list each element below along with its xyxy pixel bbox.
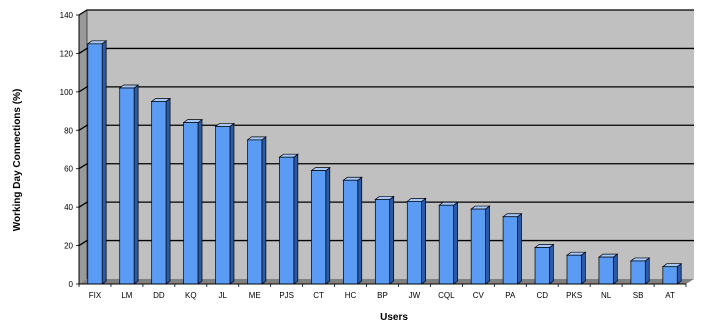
bar [374, 195, 395, 285]
y-tick-labels: 0 20 40 60 80 100 120 140 [60, 11, 74, 289]
y-tick-label: 40 [64, 203, 73, 212]
bar [246, 136, 267, 285]
bar-side [101, 40, 107, 285]
bar-side [165, 97, 171, 285]
bar-side [197, 118, 203, 285]
bar-front [502, 216, 518, 285]
bar-front [534, 247, 550, 285]
bar [629, 257, 651, 285]
bar [470, 205, 491, 285]
bar [342, 176, 363, 285]
bar [86, 40, 108, 285]
x-tick-label: CD [536, 291, 548, 300]
x-tick-label: SB [633, 291, 644, 300]
bar-side [517, 213, 522, 285]
bar-front [183, 122, 199, 285]
bar-side [676, 263, 682, 285]
bar-side [421, 197, 426, 285]
bar [533, 243, 555, 285]
bar-side [612, 253, 618, 285]
bar-side [229, 122, 235, 285]
bar-side [389, 195, 395, 285]
x-tick-label: PJS [279, 291, 294, 300]
x-tick-label: CQL [438, 291, 455, 300]
bar-side [549, 243, 554, 285]
gridlines [78, 9, 694, 279]
bar-front [566, 254, 582, 285]
bar-front [215, 126, 231, 285]
bar-front [279, 156, 295, 285]
x-tick-label: DD [153, 291, 165, 300]
bar-front [343, 179, 359, 285]
x-axis-title: Users [380, 312, 408, 323]
bar-side [581, 251, 586, 285]
bar-side [357, 176, 363, 285]
x-tick-label: JL [219, 291, 228, 300]
x-tick-label: LM [121, 291, 132, 300]
y-tick-label: 120 [60, 49, 74, 58]
bar-front [151, 101, 167, 285]
bar-front [247, 139, 263, 285]
y-tick-label: 60 [64, 165, 73, 174]
bar [278, 153, 299, 285]
y-tick-label: 0 [69, 280, 74, 289]
x-tick-labels: FIX LM DD KQ JL ME PJS CT HC BP JW CQL CV PA CD PKS NL SB… [89, 291, 675, 300]
x-tick-label: PA [505, 291, 516, 300]
x-tick-label: KQ [185, 291, 197, 300]
y-tick-label: 100 [60, 88, 74, 97]
y-axis-title: Working Day Connections (%) [12, 89, 23, 232]
bar [406, 197, 427, 285]
bar-side [325, 166, 331, 285]
y-tick-label: 140 [60, 11, 74, 20]
bar-front [87, 43, 103, 285]
bar [661, 263, 683, 285]
bar-front [119, 87, 135, 285]
bar-side [485, 205, 490, 285]
x-tick-label: AT [665, 291, 675, 300]
x-tick-label: CT [313, 291, 324, 300]
bar [118, 84, 140, 285]
bar [438, 201, 459, 285]
x-tick-label: HC [345, 291, 357, 300]
bar [182, 118, 204, 285]
bar [150, 97, 172, 285]
bar-front [374, 199, 391, 285]
bar-front [406, 201, 422, 285]
bar [502, 213, 523, 285]
bar-side [293, 153, 299, 285]
y-tick-label: 20 [64, 242, 73, 251]
bar-front [598, 256, 614, 285]
bar-side [644, 257, 650, 285]
bar [565, 251, 587, 285]
x-tick-label: JW [409, 291, 421, 300]
bar-side [261, 136, 267, 285]
x-tick-label: PKS [566, 291, 582, 300]
bar-front [311, 170, 327, 285]
bar-front [662, 266, 678, 285]
bar-front [630, 260, 646, 285]
x-tick-label: ME [249, 291, 261, 300]
x-tick-label: CV [473, 291, 485, 300]
bar-front [470, 208, 486, 285]
y-tick-label: 80 [64, 126, 73, 135]
bar [310, 166, 331, 285]
x-tick-label: NL [601, 291, 612, 300]
axes [76, 14, 687, 287]
bar [214, 122, 236, 285]
x-tick-label: FIX [89, 291, 102, 300]
bar-front [438, 204, 454, 285]
bar [597, 253, 619, 285]
plot-side-wall [79, 10, 87, 284]
bar-side [133, 84, 139, 285]
x-tick-label: BP [377, 291, 388, 300]
bar-side [453, 201, 458, 285]
